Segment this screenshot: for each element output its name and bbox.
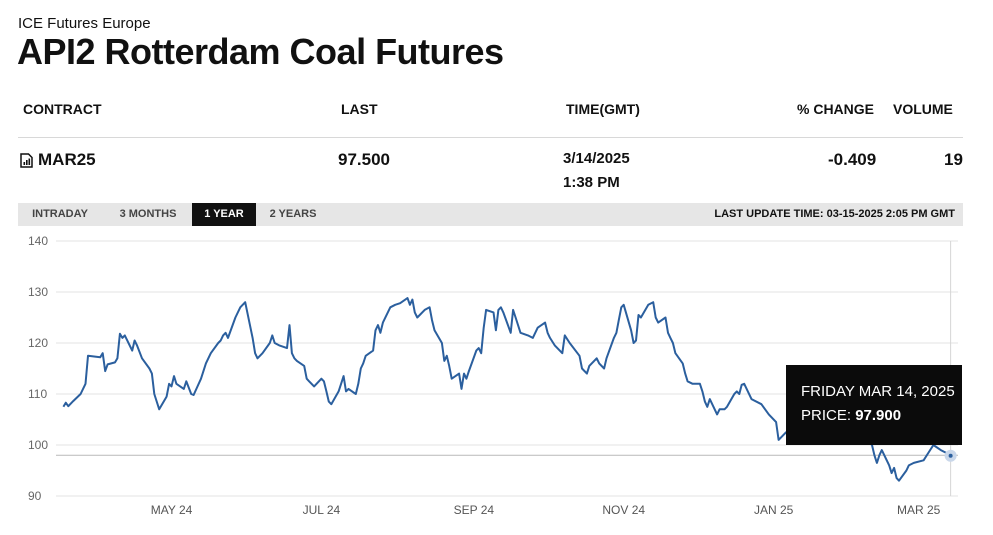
x-tick-label: JAN 25 [754,503,794,517]
volume-value: 19 [944,150,963,169]
page-title: API2 Rotterdam Coal Futures [17,31,504,72]
price-series-line [62,297,952,482]
table-divider [18,137,963,138]
x-tick-label: JUL 24 [303,503,341,517]
x-axis-labels: MAY 24 JUL 24 SEP 24 NOV 24 JAN 25 MAR 25 [151,503,941,517]
column-header-last: LAST [341,101,378,117]
hovered-data-point[interactable] [944,449,957,462]
x-tick-label: MAR 25 [897,503,941,517]
last-value: 97.500 [338,150,390,169]
percent-change-value: -0.409 [828,150,877,169]
time-date-value: 3/14/2025 [563,150,630,167]
column-header-time: TIME(GMT) [566,101,640,117]
tooltip-price-label: PRICE: [801,407,852,424]
x-tick-label: NOV 24 [602,503,645,517]
document-chart-icon[interactable] [20,153,33,168]
tab-intraday[interactable]: INTRADAY [32,208,88,220]
price-tooltip: FRIDAY MAR 14, 2025 PRICE: 97.900 [786,365,962,445]
tooltip-date: FRIDAY MAR 14, 2025 [801,383,955,400]
tab-3-months[interactable]: 3 MONTHS [119,208,177,220]
y-tick-label: 130 [28,285,48,299]
y-tick-label: 120 [28,336,48,350]
y-tick-label: 90 [28,489,42,503]
tab-2-years[interactable]: 2 YEARS [269,208,317,220]
exchange-subtitle: ICE Futures Europe [18,15,151,32]
contract-value[interactable]: MAR25 [38,150,96,169]
y-tick-label: 100 [28,438,48,452]
time-clock-value: 1:38 PM [563,174,620,191]
column-header-change: % CHANGE [797,101,875,117]
column-header-volume: VOLUME [893,101,953,117]
tab-1-year[interactable]: 1 YEAR [192,203,256,226]
last-update-time: LAST UPDATE TIME: 03-15-2025 2:05 PM GMT [714,208,955,220]
y-tick-label: 110 [28,387,47,401]
x-tick-label: SEP 24 [454,503,495,517]
range-tab-bar: INTRADAY 3 MONTHS 1 YEAR 2 YEARS LAST UP… [18,203,963,226]
column-header-contract: CONTRACT [23,101,102,117]
y-tick-label: 140 [28,234,48,248]
tooltip-price-value: 97.900 [855,407,902,424]
y-axis-labels: 90 100 110 120 130 140 [28,234,48,503]
chart-gridlines [56,240,958,497]
tooltip-price: PRICE: 97.900 [801,407,901,424]
x-tick-label: MAY 24 [151,503,193,517]
